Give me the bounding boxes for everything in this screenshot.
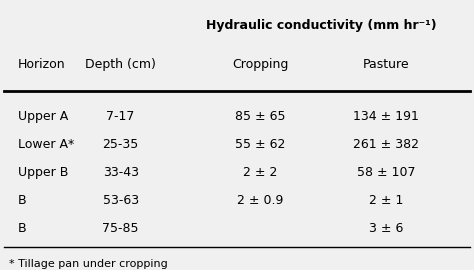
Text: Cropping: Cropping — [232, 58, 289, 72]
Text: 261 ± 382: 261 ± 382 — [353, 138, 419, 151]
Text: 53-63: 53-63 — [102, 194, 139, 207]
Text: * Tillage pan under cropping: * Tillage pan under cropping — [9, 259, 168, 269]
Text: 7-17: 7-17 — [106, 110, 135, 123]
Text: Depth (cm): Depth (cm) — [85, 58, 156, 72]
Text: 55 ± 62: 55 ± 62 — [235, 138, 285, 151]
Text: 58 ± 107: 58 ± 107 — [357, 166, 415, 179]
Text: Pasture: Pasture — [363, 58, 410, 72]
Text: Lower A*: Lower A* — [18, 138, 74, 151]
Text: 75-85: 75-85 — [102, 222, 139, 235]
Text: B: B — [18, 222, 27, 235]
Text: 85 ± 65: 85 ± 65 — [235, 110, 285, 123]
Text: Hydraulic conductivity (mm hr⁻¹): Hydraulic conductivity (mm hr⁻¹) — [206, 19, 436, 32]
Text: 134 ± 191: 134 ± 191 — [353, 110, 419, 123]
Text: Upper B: Upper B — [18, 166, 69, 179]
Text: Upper A: Upper A — [18, 110, 68, 123]
Text: 3 ± 6: 3 ± 6 — [369, 222, 403, 235]
Text: B: B — [18, 194, 27, 207]
Text: 2 ± 1: 2 ± 1 — [369, 194, 403, 207]
Text: 25-35: 25-35 — [102, 138, 139, 151]
Text: Horizon: Horizon — [18, 58, 66, 72]
Text: 2 ± 2: 2 ± 2 — [243, 166, 277, 179]
Text: 33-43: 33-43 — [102, 166, 138, 179]
Text: 2 ± 0.9: 2 ± 0.9 — [237, 194, 283, 207]
